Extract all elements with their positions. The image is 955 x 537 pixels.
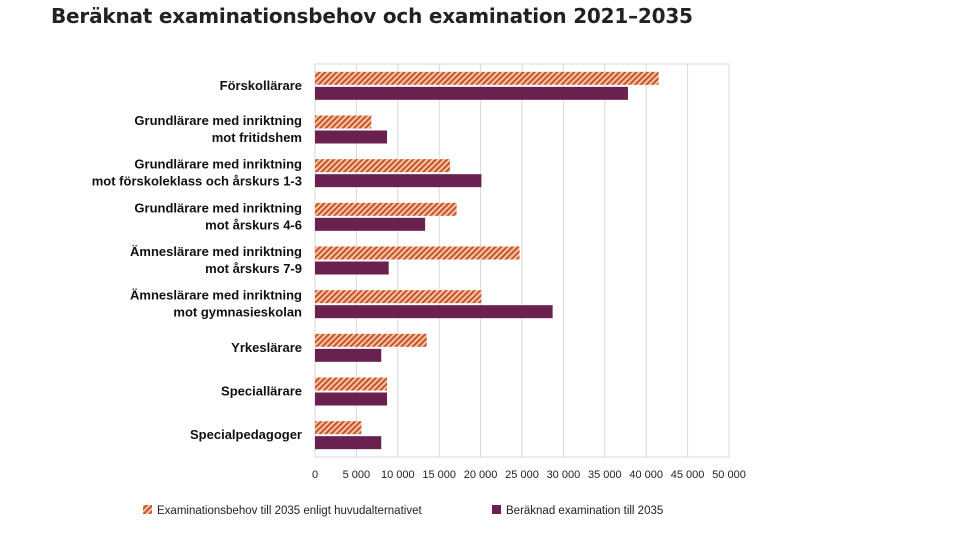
bar-beraknad-examination	[315, 174, 482, 188]
x-tick-label: 20 000	[464, 469, 498, 481]
legend-swatch-examinationsbehov	[143, 505, 152, 514]
category-label: Förskollärare	[220, 78, 302, 93]
x-tick-label: 5 000	[343, 469, 371, 481]
bar-beraknad-examination	[315, 217, 426, 231]
bar-examinationsbehov	[315, 333, 427, 347]
legend-label: Beräknad examination till 2035	[506, 505, 663, 517]
x-tick-label: 15 000	[422, 469, 456, 481]
bar-beraknad-examination	[315, 130, 388, 144]
bar-beraknad-examination	[315, 305, 553, 319]
legend: Examinationsbehov till 2035 enligt huvud…	[143, 505, 663, 517]
legend-swatch-beraknad-examination	[492, 505, 501, 514]
x-tick-label: 30 000	[547, 469, 581, 481]
category-label: Grundlärare med inriktning	[134, 200, 302, 215]
category-label: Grundlärare med inriktning	[134, 157, 302, 172]
category-label: Ämneslärare med inriktning	[130, 244, 302, 259]
bar-beraknad-examination	[315, 86, 628, 100]
page-title: Beräknat examinationsbehov och examinati…	[51, 4, 693, 28]
bar-examinationsbehov	[315, 115, 372, 129]
category-label: mot förskoleklass och årskurs 1-3	[92, 174, 302, 189]
bar-examinationsbehov	[315, 377, 388, 391]
bar-examinationsbehov	[315, 246, 520, 260]
x-tick-label: 25 000	[505, 469, 539, 481]
bar-examinationsbehov	[315, 159, 450, 173]
category-label: mot årskurs 7-9	[205, 261, 302, 276]
x-tick-label: 45 000	[671, 469, 705, 481]
bar-beraknad-examination	[315, 392, 388, 406]
bar-examinationsbehov	[315, 202, 457, 216]
category-label: mot fritidshem	[212, 130, 302, 145]
bar-examinationsbehov	[315, 421, 362, 435]
category-label: Grundlärare med inriktning	[134, 113, 302, 128]
bar-examinationsbehov	[315, 290, 482, 304]
plot-area: 0 5 000 10 000 15 000 20 000 25 000 30 000 35 0…	[92, 63, 746, 481]
bar-beraknad-examination	[315, 348, 382, 362]
bar-beraknad-examination	[315, 261, 389, 275]
x-tick-label: 10 000	[381, 469, 415, 481]
x-tick-label: 50 000	[712, 469, 746, 481]
bar-beraknad-examination	[315, 436, 382, 450]
x-tick-label: 35 000	[588, 469, 622, 481]
category-label: Specialpedagoger	[190, 427, 302, 442]
category-label: Speciallärare	[221, 384, 302, 399]
category-label: Ämneslärare med inriktning	[130, 288, 302, 303]
bar-examinationsbehov	[315, 71, 659, 85]
x-tick-label: 0	[312, 469, 318, 481]
x-tick-label: 40 000	[629, 469, 663, 481]
category-label: Yrkeslärare	[231, 340, 302, 355]
category-label: mot årskurs 4-6	[205, 217, 302, 232]
category-label: mot gymnasieskolan	[173, 305, 302, 320]
legend-label: Examinationsbehov till 2035 enligt huvud…	[157, 505, 422, 517]
